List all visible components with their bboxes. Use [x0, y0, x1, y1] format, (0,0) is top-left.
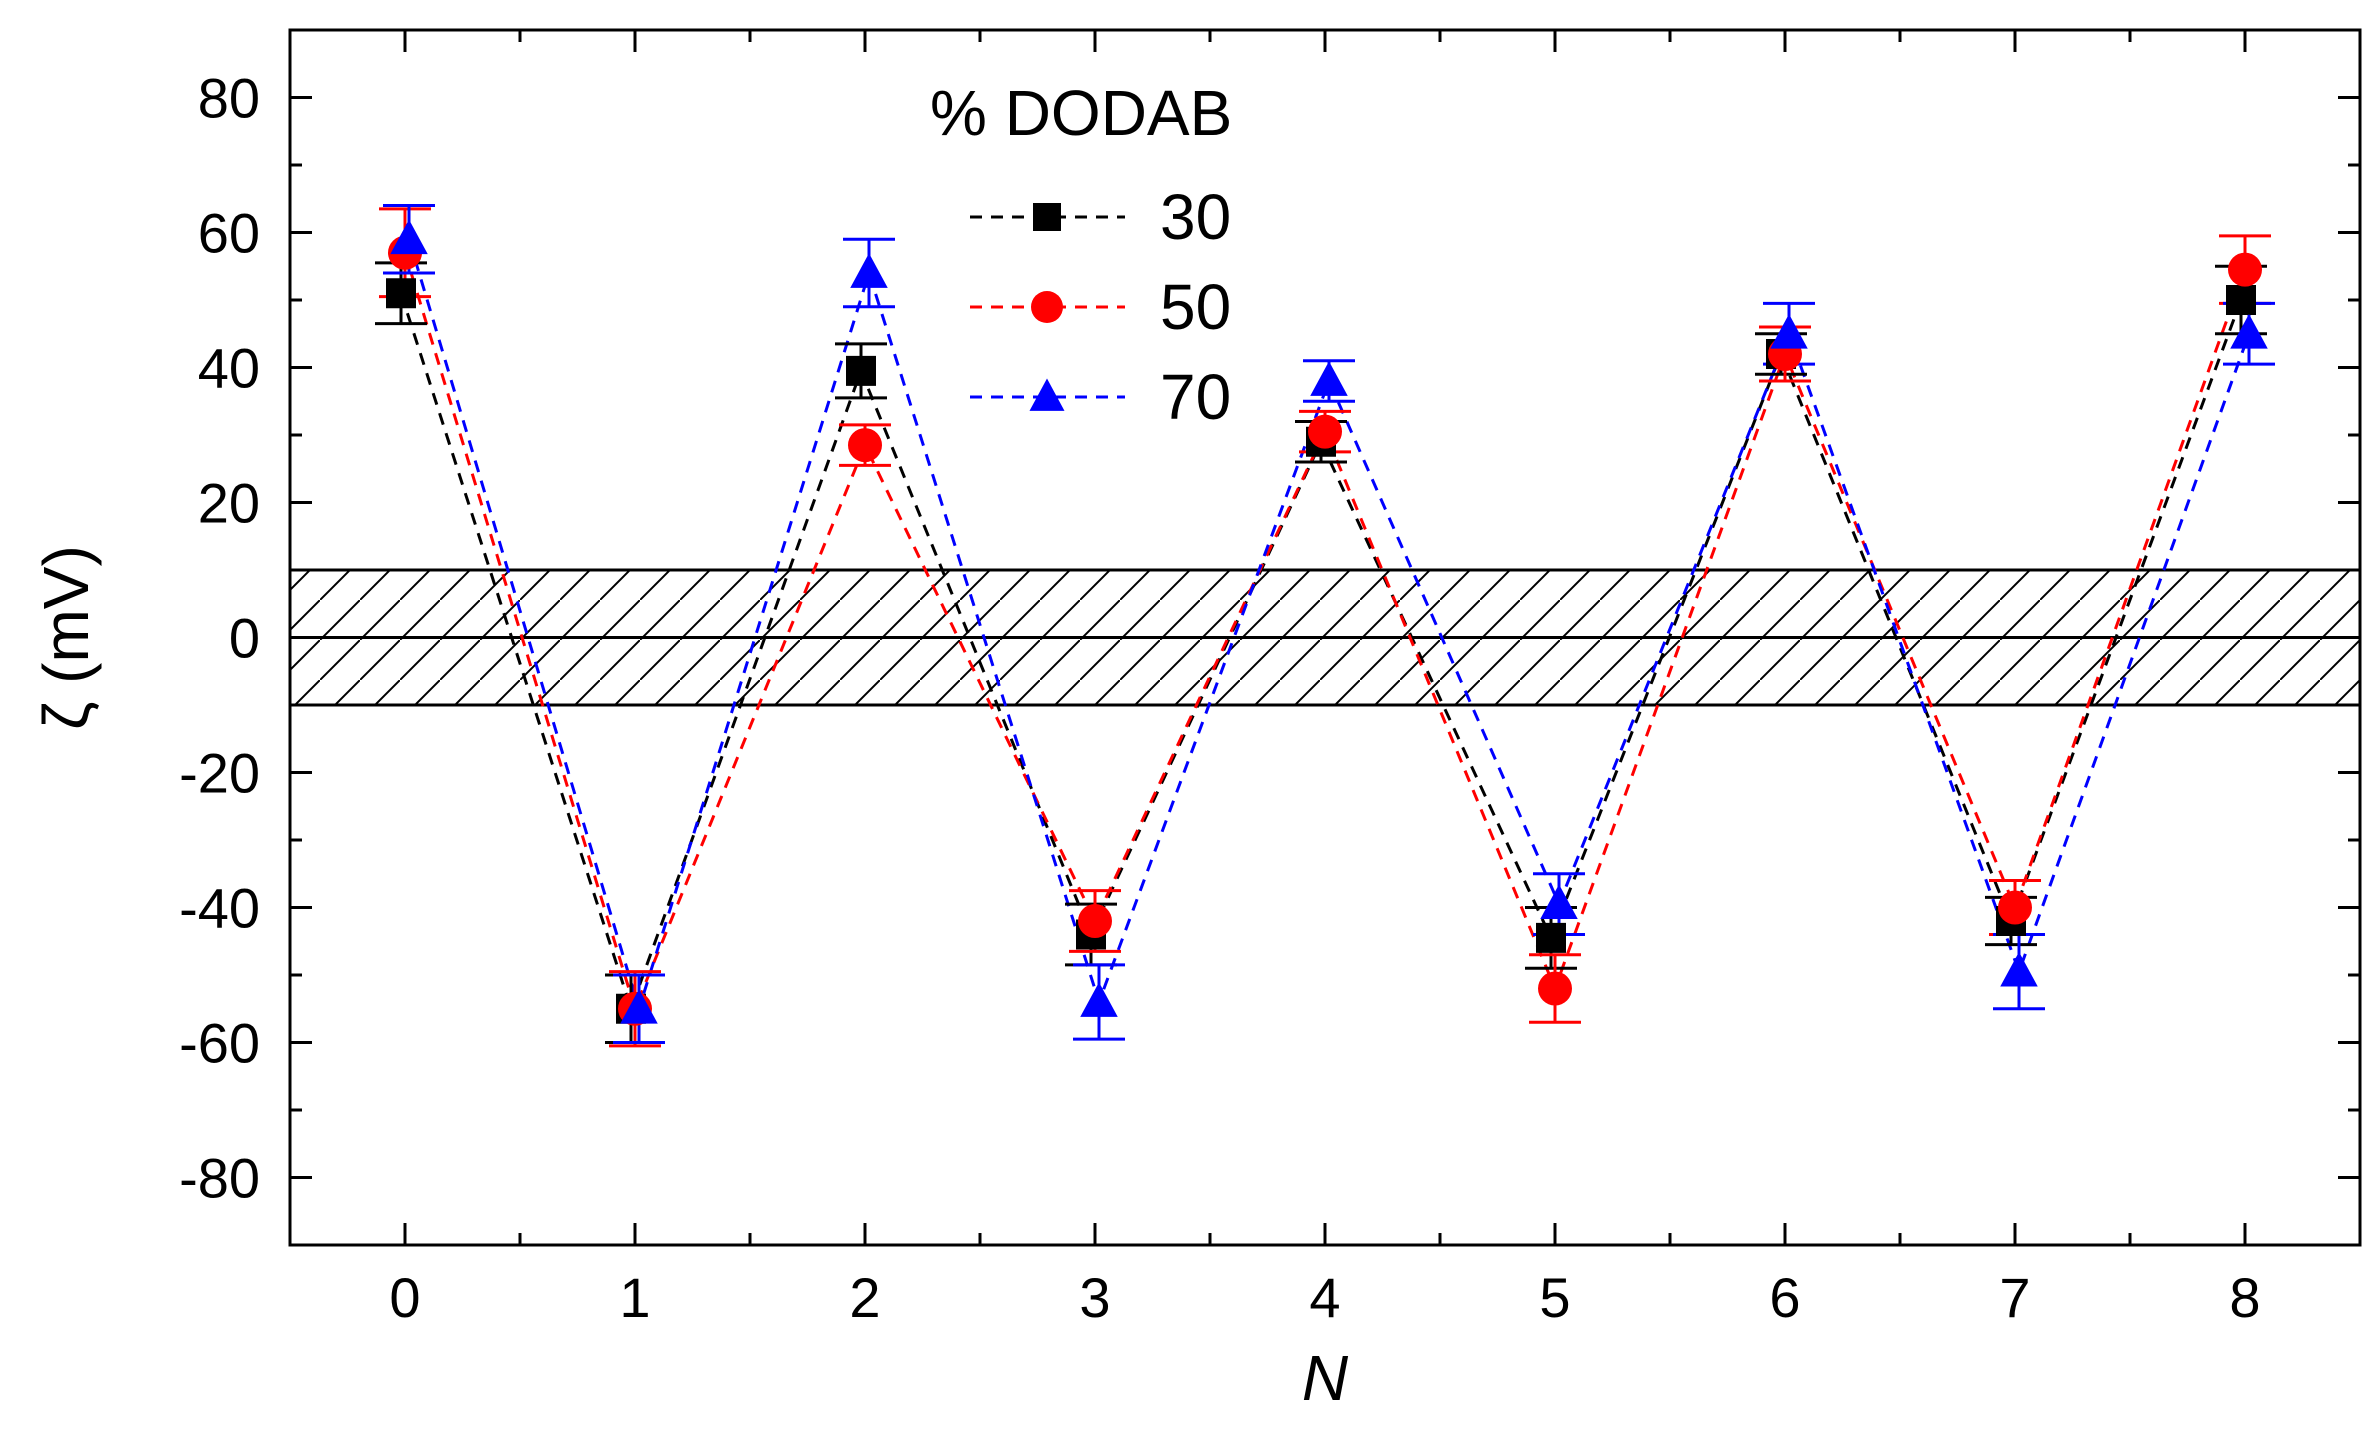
- data-point-30: [846, 355, 876, 386]
- y-tick-label: -20: [179, 742, 260, 805]
- data-point-70: [2230, 313, 2268, 349]
- data-point-50: [2228, 252, 2262, 287]
- data-point-70: [1540, 884, 1578, 919]
- x-axis-title: N: [1302, 1342, 1349, 1414]
- y-tick-label: -80: [179, 1147, 260, 1210]
- data-point-30: [386, 278, 416, 309]
- x-tick-label: 0: [389, 1266, 420, 1329]
- legend-marker-50: [1031, 291, 1063, 323]
- x-tick-label: 4: [1309, 1266, 1340, 1329]
- data-point-70: [1770, 313, 1808, 349]
- data-point-50: [1308, 414, 1342, 449]
- data-point-70: [1080, 982, 1118, 1017]
- x-tick-label: 8: [2229, 1266, 2260, 1329]
- data-point-70: [850, 253, 888, 288]
- y-tick-label: 20: [198, 472, 260, 535]
- data-point-70: [1310, 361, 1348, 396]
- series-line-70: [407, 238, 2251, 1014]
- y-axis-title: ζ (mV): [30, 545, 102, 730]
- x-tick-label: 6: [1769, 1266, 1800, 1329]
- legend-marker-30: [1033, 203, 1061, 231]
- data-point-70: [620, 988, 658, 1024]
- data-point-50: [1538, 971, 1572, 1006]
- data-point-50: [1998, 890, 2032, 925]
- y-tick-label: 0: [229, 607, 260, 670]
- legend-label-50: 50: [1160, 271, 1231, 343]
- x-tick-label: 3: [1079, 1266, 1110, 1329]
- data-point-30: [1536, 922, 1566, 953]
- x-tick-label: 7: [1999, 1266, 2030, 1329]
- data-point-50: [848, 428, 882, 463]
- y-tick-label: 80: [198, 67, 260, 130]
- y-tick-label: 40: [198, 337, 260, 400]
- y-tick-label: 60: [198, 202, 260, 265]
- data-point-50: [1078, 904, 1112, 938]
- legend-title: % DODAB: [930, 77, 1232, 149]
- x-tick-label: 5: [1539, 1266, 1570, 1329]
- data-point-70: [2000, 951, 2038, 987]
- x-tick-label: 1: [619, 1266, 650, 1329]
- y-tick-label: -60: [179, 1012, 260, 1075]
- legend-label-30: 30: [1160, 181, 1231, 253]
- x-tick-label: 2: [849, 1266, 880, 1329]
- y-tick-label: -40: [179, 877, 260, 940]
- data-point-30: [2226, 285, 2256, 315]
- data-point-70: [390, 219, 428, 255]
- series-line-30: [399, 292, 2243, 1014]
- legend-marker-70: [1029, 378, 1065, 411]
- legend-label-70: 70: [1160, 361, 1231, 433]
